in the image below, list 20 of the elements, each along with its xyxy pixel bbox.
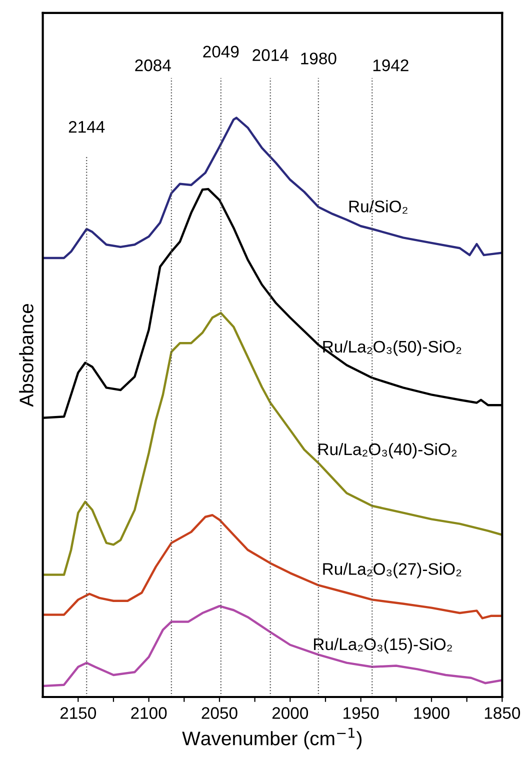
x-tick-label: 1950 <box>344 707 379 719</box>
ref-line-label: 2049 <box>203 46 239 58</box>
ref-line-label: 2144 <box>68 121 105 133</box>
series-label: Ru/La₂O₃(50)-SiO₂ <box>323 340 462 356</box>
series-label: Ru/La₂O₃(27)-SiO₂ <box>323 562 462 578</box>
ref-line-label: 2084 <box>135 59 171 72</box>
ref-line-label: 1980 <box>301 52 336 64</box>
x-tick-label: 2050 <box>202 707 238 719</box>
x-tick-label: 2150 <box>60 707 96 719</box>
x-tick-label: 1850 <box>484 707 520 719</box>
ref-line-label: 1942 <box>373 59 408 72</box>
x-tick-label: 1900 <box>414 707 450 719</box>
x-tick-label: 2100 <box>131 707 167 719</box>
x-tick-label: 2000 <box>272 707 308 719</box>
series-label: Ru/SiO₂ <box>349 200 408 214</box>
y-axis-title: Absorbance <box>19 304 34 407</box>
series-label: Ru/La₂O₃(15)-SiO₂ <box>314 638 452 654</box>
ref-line-label: 2014 <box>252 49 288 61</box>
x-axis-title: Wavenumber (cm$^{−1}$) <box>182 728 362 750</box>
series-label: Ru/La₂O₃(40)-SiO₂ <box>318 442 457 459</box>
